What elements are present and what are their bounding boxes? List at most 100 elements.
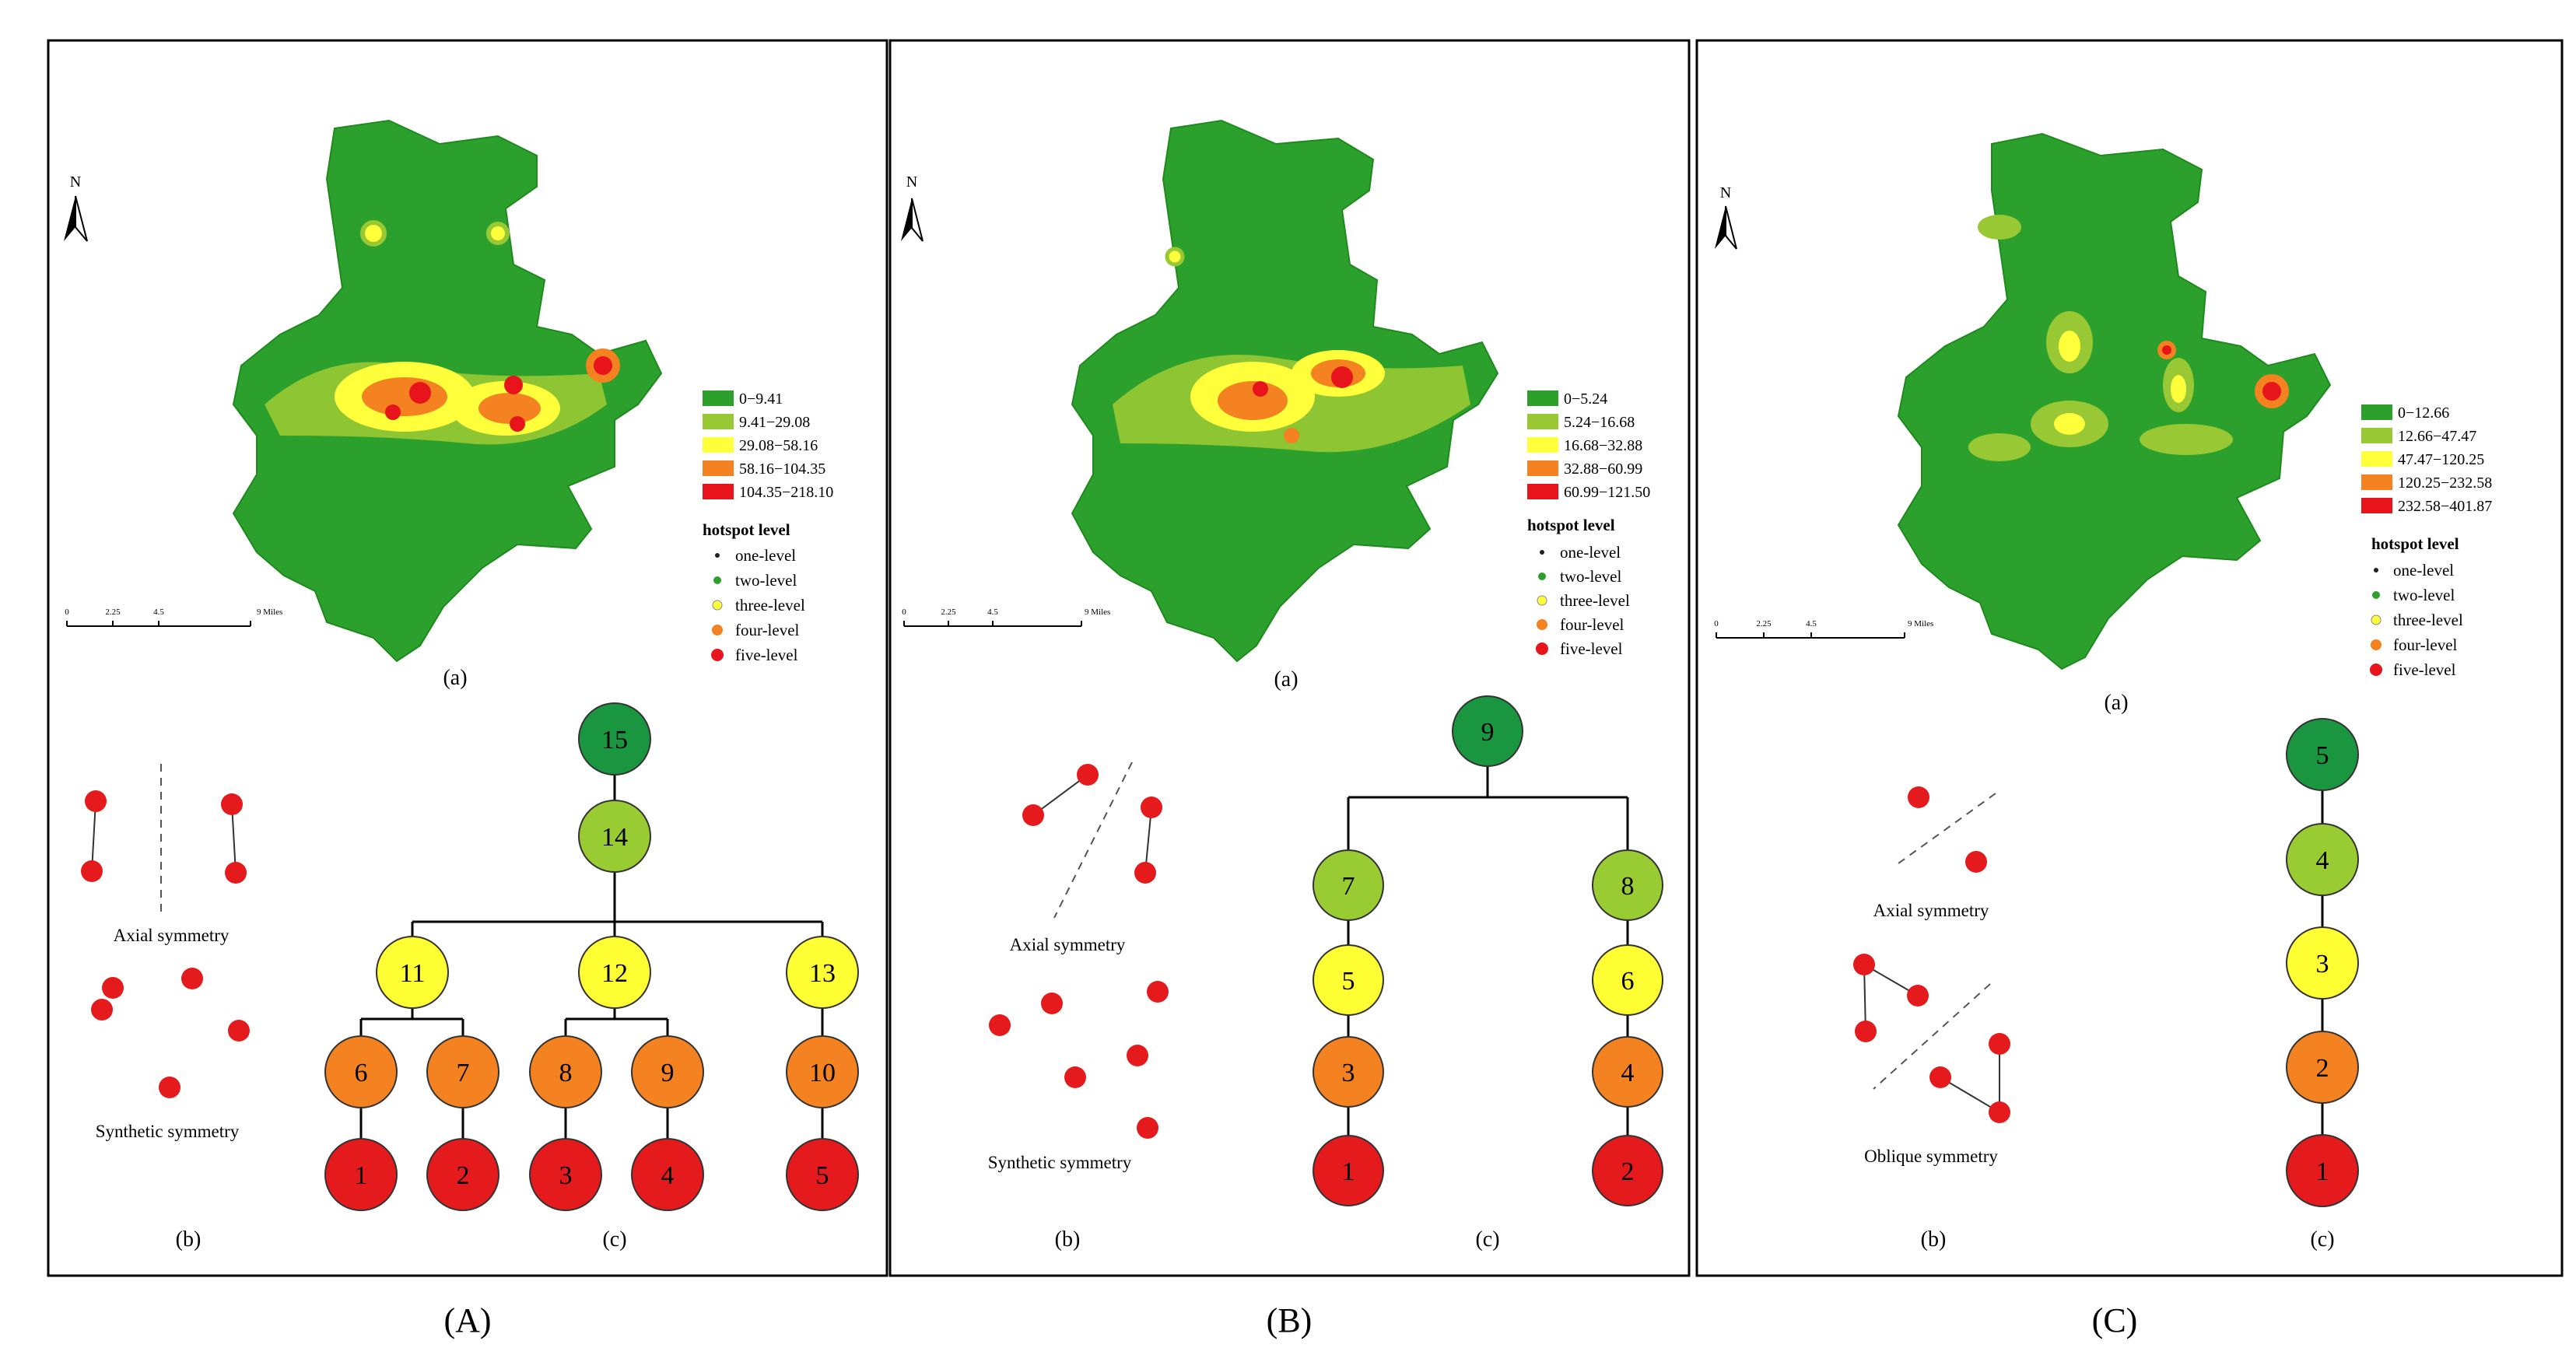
tree-node-circle: [426, 1035, 499, 1108]
panel-a-symmetry-sketch: Axial symmetry Synthetic symmetry (b): [81, 764, 250, 1252]
panel-b-legend: 0−5.24 5.24−16.68 16.68−32.88 32.88−60.9…: [1527, 390, 1650, 658]
symmetry-label: Synthetic symmetry: [96, 1122, 240, 1141]
tree-node-circle: [578, 800, 651, 873]
tree-node-label: 8: [1621, 872, 1635, 901]
legend-range: 9.41−29.08: [739, 414, 810, 431]
tree-node: 4: [2286, 823, 2359, 896]
legend-range: 16.68−32.88: [1564, 437, 1642, 454]
tree-node-circle: [2286, 823, 2359, 896]
tree-node-label: 4: [1621, 1059, 1635, 1087]
scale-label-3: 9 Miles: [1908, 619, 1933, 628]
panel-c-frame: [1695, 39, 2564, 1277]
scale-label-2: 4.5: [1806, 619, 1817, 628]
tree-node: 8: [529, 1035, 602, 1108]
north-label: N: [1720, 184, 1731, 201]
legend-title: hotspot level: [1527, 516, 1615, 534]
tree-node: 3: [1313, 1036, 1384, 1108]
north-label: N: [906, 173, 917, 191]
subfigure-label-b: (b): [176, 1227, 202, 1252]
legend-level: five-level: [1560, 639, 1623, 658]
symmetry-label: Synthetic symmetry: [988, 1153, 1132, 1172]
tree-node: 12: [578, 936, 651, 1009]
tree-node-circle: [376, 936, 449, 1009]
tree-node-circle: [2286, 926, 2359, 1000]
legend-level: one-level: [2393, 561, 2454, 579]
tree-node-label: 2: [457, 1161, 470, 1190]
tree-node: 9: [631, 1035, 704, 1108]
legend-range: 32.88−60.99: [1564, 460, 1642, 478]
tree-node-label: 5: [1342, 967, 1355, 996]
tree-node-circle: [631, 1138, 704, 1211]
legend-range: 232.58−401.87: [2398, 498, 2492, 515]
legend-range: 58.16−104.35: [739, 460, 825, 478]
tree-node-circle: [1592, 849, 1663, 921]
legend-range: 0−12.66: [2398, 404, 2449, 422]
panel-b-symmetry-sketch: Axial symmetry Synthetic symmetry (b): [988, 762, 1169, 1252]
legend-level: two-level: [1560, 567, 1621, 586]
legend-level: three-level: [2393, 611, 2463, 629]
tree-node-label: 1: [2316, 1157, 2329, 1186]
tree-node: 14: [578, 800, 651, 873]
panel-c-legend: 0−12.66 12.66−47.47 47.47−120.25 120.25−…: [2361, 404, 2492, 679]
tree-node: 3: [529, 1138, 602, 1211]
tree-node: 1: [324, 1138, 398, 1211]
panel-c-symmetry-sketch: Axial symmetry Oblique symmetry (b): [1853, 786, 2010, 1252]
tree-node: 7: [1313, 849, 1384, 921]
legend-range: 12.66−47.47: [2398, 428, 2476, 445]
legend-level: two-level: [735, 571, 797, 590]
tree-node-label: 4: [2316, 846, 2329, 875]
symmetry-label: Oblique symmetry: [1864, 1147, 1998, 1166]
tree-node-circle: [1592, 1036, 1663, 1108]
tree-node-circle: [1452, 695, 1523, 767]
tree-node-label: 7: [457, 1059, 470, 1087]
panel-a-north-arrow: N: [64, 173, 88, 242]
subfigure-label-b: (b): [1921, 1227, 1947, 1252]
tree-node-circle: [578, 702, 651, 776]
tree-node: 6: [324, 1035, 398, 1108]
legend-level: three-level: [1560, 591, 1630, 610]
tree-node: 7: [426, 1035, 499, 1108]
tree-node-circle: [2286, 1031, 2359, 1104]
tree-node-circle: [786, 1138, 859, 1211]
legend-range: 0−9.41: [739, 390, 783, 408]
panel-c-tree: 5 4 3 2 1 (c): [2286, 718, 2359, 1252]
tree-node-circle: [426, 1138, 499, 1211]
legend-range: 47.47−120.25: [2398, 451, 2484, 468]
scale-label-0: 0: [65, 607, 69, 617]
panel-b: N 0 2.25 4.5 9 Miles: [888, 39, 1691, 1339]
legend-level: four-level: [1560, 615, 1624, 634]
tree-node-circle: [2286, 718, 2359, 791]
tree-node-label: 2: [1621, 1157, 1635, 1186]
symmetry-label: Axial symmetry: [114, 926, 230, 945]
panel-c-scale-bar: 0 2.25 4.5 9 Miles: [1714, 619, 1933, 639]
tree-node: 4: [631, 1138, 704, 1211]
scale-label-0: 0: [902, 607, 906, 617]
tree-node-circle: [631, 1035, 704, 1108]
subfigure-label-b: (b): [1055, 1227, 1081, 1252]
symmetry-label: Axial symmetry: [1010, 935, 1126, 954]
tree-node-label: 3: [2316, 950, 2329, 979]
north-label: N: [70, 173, 81, 191]
panel-b-tree: 9 7 8 5 6 3 4 1 2 (c): [1313, 695, 1663, 1252]
tree-node-label: 8: [559, 1059, 573, 1087]
scale-label-2: 4.5: [987, 607, 998, 617]
legend-title: hotspot level: [2371, 534, 2459, 553]
tree-node: 5: [1313, 944, 1384, 1016]
panel-c: N 0 2.25 4.5: [1695, 39, 2564, 1339]
tree-node-label: 5: [2316, 741, 2329, 770]
tree-node-label: 7: [1342, 872, 1355, 901]
panel-b-north-arrow: N: [901, 173, 924, 242]
tree-node: 15: [578, 702, 651, 776]
legend-range: 29.08−58.16: [739, 437, 818, 454]
subfigure-label-a: (a): [2104, 691, 2128, 715]
tree-node-circle: [786, 936, 859, 1009]
tree-node-label: 9: [661, 1059, 675, 1087]
tree-node-circle: [786, 1035, 859, 1108]
legend-range: 104.35−218.10: [739, 484, 833, 501]
legend-level: four-level: [2393, 635, 2458, 654]
scale-label-3: 9 Miles: [257, 607, 282, 617]
panel-label-a: (A): [443, 1301, 491, 1339]
tree-node: 13: [786, 936, 859, 1009]
